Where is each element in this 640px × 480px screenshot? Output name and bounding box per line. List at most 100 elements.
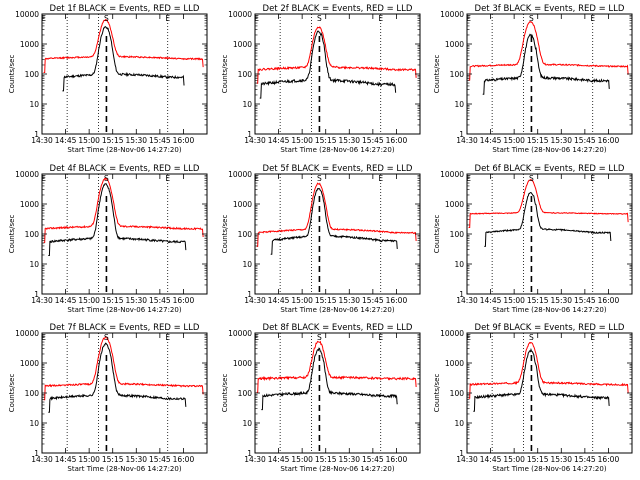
- x-tick-label: 15:15: [315, 296, 337, 305]
- x-tick-label: 16:00: [173, 136, 195, 145]
- x-tick-label: 15:00: [78, 296, 100, 305]
- x-tick-label: 16:00: [386, 296, 408, 305]
- y-axis-label: Counts/sec: [221, 374, 229, 413]
- series-line-lld: [256, 182, 417, 247]
- x-axis-label: Start Time (28-Nov-06 14:27:20): [67, 306, 181, 314]
- y-tick-label: 100: [25, 389, 40, 398]
- panel-1: Det 1f BLACK = Events, RED = LLD 1 10 100 10…: [8, 4, 208, 154]
- y-tick-label: 1000: [20, 200, 39, 209]
- x-tick-label: 15:30: [338, 136, 360, 145]
- time-marker-letter: S: [529, 333, 534, 342]
- series-line-events: [261, 347, 398, 411]
- series-line-lld: [256, 340, 417, 393]
- x-tick-label: 14:30: [456, 296, 478, 305]
- y-tick-label: 1000: [233, 200, 252, 209]
- series-line-events: [62, 25, 185, 92]
- time-marker-letter: S: [317, 174, 322, 183]
- x-tick-label: 14:45: [268, 136, 290, 145]
- x-tick-label: 14:30: [31, 296, 53, 305]
- panel-title: Det 3f BLACK = Events, RED = LLD: [475, 4, 625, 14]
- x-tick-label: 15:30: [125, 296, 147, 305]
- panel-7: Det 7f BLACK = Events, RED = LLD 1 10 100 10…: [8, 323, 208, 473]
- x-tick-label: 16:00: [173, 455, 195, 464]
- time-marker-letter: S: [529, 174, 534, 183]
- series-line-events: [482, 33, 610, 95]
- x-tick-label: 15:30: [338, 296, 360, 305]
- panel-title: Det 6f BLACK = Events, RED = LLD: [475, 164, 625, 174]
- y-axis-label: Counts/sec: [8, 55, 16, 94]
- x-tick-label: 14:45: [55, 455, 77, 464]
- x-tick-label: 15:15: [102, 296, 124, 305]
- series-line-events: [48, 182, 187, 256]
- x-tick-label: 16:00: [598, 296, 620, 305]
- y-tick-label: 100: [450, 70, 465, 79]
- y-axis-label: Counts/sec: [221, 55, 229, 94]
- x-tick-label: 16:00: [598, 136, 620, 145]
- y-tick-label: 100: [25, 230, 40, 239]
- x-tick-label: 15:30: [550, 136, 572, 145]
- time-marker-letter: E: [165, 174, 170, 183]
- time-marker-letter: E: [41, 14, 46, 23]
- y-tick-label: 1: [459, 290, 464, 299]
- y-tick-label: 1: [247, 290, 252, 299]
- y-tick-label: 1000: [233, 40, 252, 49]
- series-line-events: [473, 347, 610, 412]
- x-tick-label: 15:30: [125, 136, 147, 145]
- series-line-lld: [468, 341, 629, 399]
- x-axis-label: Start Time (28-Nov-06 14:27:20): [492, 306, 606, 314]
- y-tick-label: 100: [450, 230, 465, 239]
- x-tick-label: 14:30: [456, 136, 478, 145]
- x-tick-label: 16:00: [598, 455, 620, 464]
- series-line-lld: [43, 177, 204, 243]
- panel-title: Det 8f BLACK = Events, RED = LLD: [263, 323, 413, 333]
- x-tick-label: 15:15: [102, 136, 124, 145]
- series-line-lld: [43, 336, 204, 401]
- panel-3: Det 3f BLACK = Events, RED = LLD 1 10 100 10…: [433, 4, 633, 154]
- time-marker-letter: E: [378, 14, 383, 23]
- y-tick-label: 100: [25, 70, 40, 79]
- x-axis-label: Start Time (28-Nov-06 14:27:20): [280, 465, 394, 473]
- time-marker-letter: E: [254, 14, 259, 23]
- x-tick-label: 16:00: [173, 296, 195, 305]
- series-line-events: [48, 342, 187, 413]
- time-marker-letter: S: [317, 333, 322, 342]
- time-marker-letter: E: [378, 174, 383, 183]
- time-marker-letter: E: [466, 14, 471, 23]
- y-tick-label: 100: [450, 389, 465, 398]
- x-axis-label: Start Time (28-Nov-06 14:27:20): [280, 306, 394, 314]
- x-tick-label: 15:30: [125, 455, 147, 464]
- x-tick-label: 15:45: [149, 296, 171, 305]
- x-tick-label: 15:45: [574, 455, 596, 464]
- y-axis-label: Counts/sec: [433, 215, 441, 254]
- y-tick-label: 10: [454, 260, 464, 269]
- x-tick-label: 15:30: [338, 455, 360, 464]
- y-axis-label: Counts/sec: [433, 55, 441, 94]
- y-tick-label: 100: [238, 389, 253, 398]
- y-tick-label: 10: [29, 100, 39, 109]
- time-marker-letter: E: [254, 174, 259, 183]
- y-tick-label: 1: [34, 449, 39, 458]
- x-tick-label: 14:45: [55, 296, 77, 305]
- time-marker-letter: E: [165, 14, 170, 23]
- time-marker-letter: E: [41, 174, 46, 183]
- y-tick-label: 1: [247, 130, 252, 139]
- x-tick-label: 15:00: [78, 455, 100, 464]
- x-tick-label: 15:45: [574, 296, 596, 305]
- y-axis-label: Counts/sec: [221, 215, 229, 254]
- y-tick-label: 10: [29, 419, 39, 428]
- y-tick-label: 10000: [15, 170, 39, 179]
- x-tick-label: 14:30: [244, 455, 266, 464]
- series-line-lld: [468, 20, 629, 81]
- x-tick-label: 15:15: [527, 296, 549, 305]
- time-marker-letter: E: [165, 333, 170, 342]
- panel-title: Det 1f BLACK = Events, RED = LLD: [50, 4, 200, 14]
- y-tick-label: 1: [34, 130, 39, 139]
- x-tick-label: 14:45: [480, 455, 502, 464]
- x-tick-label: 15:45: [362, 455, 384, 464]
- time-marker-letter: E: [41, 333, 46, 342]
- x-axis-label: Start Time (28-Nov-06 14:27:20): [67, 146, 181, 154]
- x-tick-label: 14:30: [244, 136, 266, 145]
- time-marker-letter: S: [104, 174, 109, 183]
- series-line-events: [484, 191, 612, 247]
- x-axis-label: Start Time (28-Nov-06 14:27:20): [67, 465, 181, 473]
